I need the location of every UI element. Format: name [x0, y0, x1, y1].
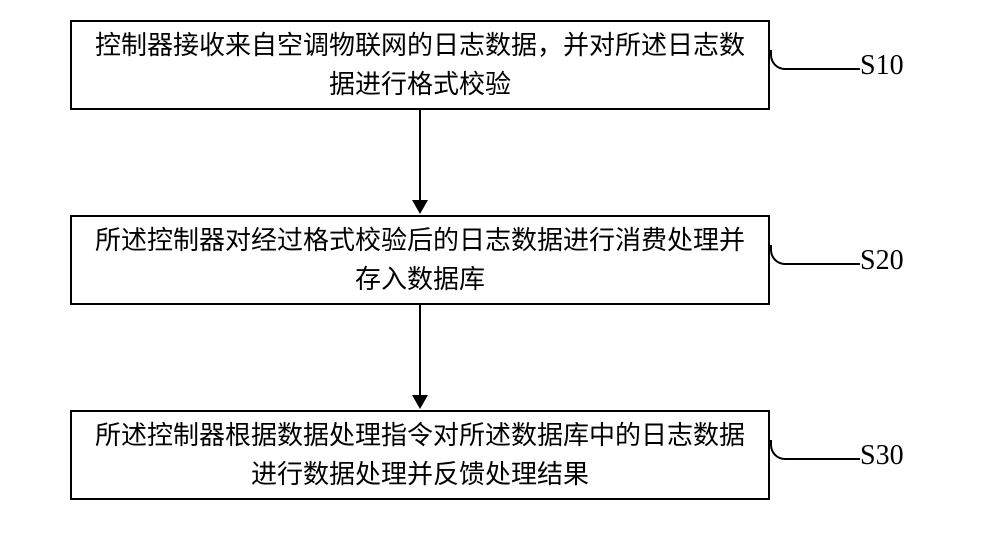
flow-step-s20-text: 所述控制器对经过格式校验后的日志数据进行消费处理并存入数据库	[92, 221, 748, 299]
arrow-s10-s20	[412, 200, 428, 214]
label-connector-s30	[770, 440, 860, 460]
flowchart-container: 控制器接收来自空调物联网的日志数据，并对所述日志数据进行格式校验 S10 所述控…	[0, 0, 1000, 542]
step-label-s10: S10	[860, 50, 904, 82]
flow-step-s30-text: 所述控制器根据数据处理指令对所述数据库中的日志数据进行数据处理并反馈处理结果	[92, 416, 748, 494]
arrow-s20-s30	[412, 395, 428, 409]
connector-s10-s20	[419, 110, 421, 205]
flow-step-s10-text: 控制器接收来自空调物联网的日志数据，并对所述日志数据进行格式校验	[92, 26, 748, 104]
label-connector-s10	[770, 50, 860, 70]
flow-step-s20: 所述控制器对经过格式校验后的日志数据进行消费处理并存入数据库	[70, 215, 770, 305]
connector-s20-s30	[419, 305, 421, 400]
flow-step-s30: 所述控制器根据数据处理指令对所述数据库中的日志数据进行数据处理并反馈处理结果	[70, 410, 770, 500]
step-label-s30: S30	[860, 440, 904, 472]
step-label-s20: S20	[860, 245, 904, 277]
label-connector-s20	[770, 245, 860, 265]
flow-step-s10: 控制器接收来自空调物联网的日志数据，并对所述日志数据进行格式校验	[70, 20, 770, 110]
